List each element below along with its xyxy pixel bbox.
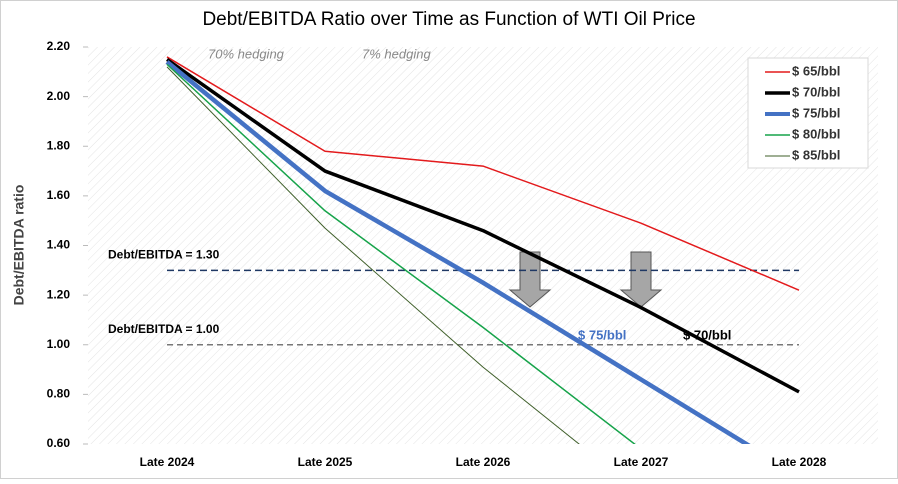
- y-tick-label: 0.80: [47, 387, 71, 401]
- line-label: $ 75/bbl: [578, 327, 626, 342]
- reference-label: Debt/EBITDA = 1.30: [108, 247, 220, 261]
- arrow: [619, 251, 663, 308]
- series-line: [166, 66, 580, 444]
- y-tick-label: 0.60: [47, 436, 71, 450]
- legend-label: $ 65/bbl: [792, 63, 840, 78]
- y-tick-label: 1.60: [47, 188, 71, 202]
- plot: [165, 56, 800, 444]
- arrows: [508, 251, 663, 308]
- chart-title: Debt/EBITDA Ratio over Time as Function …: [202, 9, 695, 30]
- y-tick-label: 1.40: [47, 238, 71, 252]
- legend-label: $ 80/bbl: [792, 126, 840, 141]
- y-tick-label: 1.80: [47, 138, 71, 152]
- x-tick-label: Late 2024: [140, 455, 195, 469]
- y-tick-label: 1.00: [47, 337, 71, 351]
- series-line: [165, 60, 751, 444]
- x-tick-label: Late 2028: [772, 455, 827, 469]
- y-tick-label: 2.20: [47, 39, 71, 53]
- annotation: 7% hedging: [362, 46, 431, 61]
- legend-label: $ 70/bbl: [792, 84, 840, 99]
- line-label: $ 70/bbl: [683, 327, 731, 342]
- annotation: 70% hedging: [208, 46, 285, 61]
- series-line: [166, 63, 636, 444]
- y-tick-label: 1.20: [47, 287, 71, 301]
- legend-label: $ 85/bbl: [792, 147, 840, 162]
- y-tick-label: 2.00: [47, 89, 71, 103]
- series-line: [166, 56, 800, 291]
- x-tick-label: Late 2026: [456, 455, 511, 469]
- y-axis-label: Debt/EBITDA ratio: [11, 185, 27, 306]
- x-tick-label: Late 2025: [298, 455, 353, 469]
- x-tick-label: Late 2027: [614, 455, 669, 469]
- legend-label: $ 75/bbl: [792, 105, 840, 120]
- series-line: [165, 57, 800, 394]
- reference-label: Debt/EBITDA = 1.00: [108, 322, 220, 336]
